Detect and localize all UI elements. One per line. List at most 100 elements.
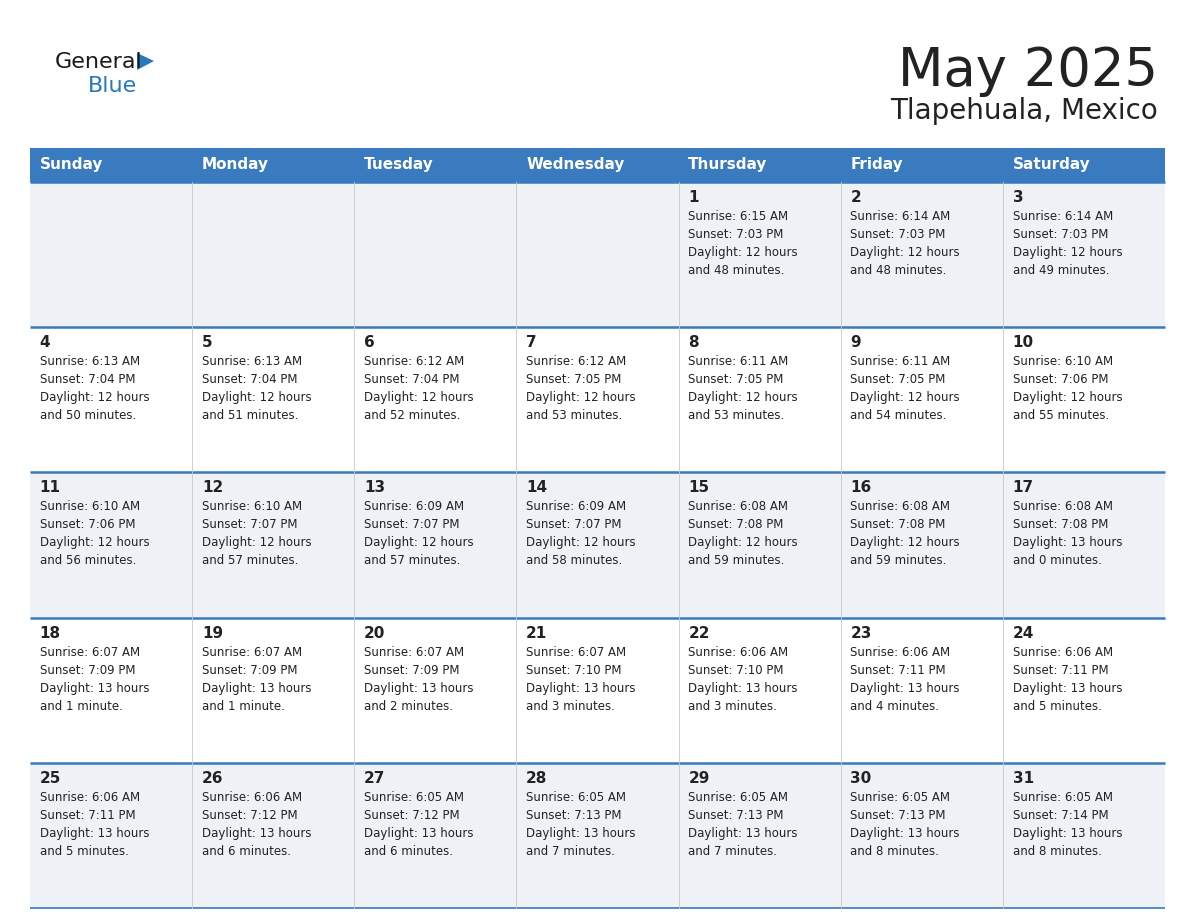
Bar — [30, 148, 192, 182]
Bar — [678, 148, 841, 182]
Text: 6: 6 — [364, 335, 374, 350]
Bar — [354, 148, 517, 182]
Text: Sunrise: 6:09 AM
Sunset: 7:07 PM
Daylight: 12 hours
and 57 minutes.: Sunrise: 6:09 AM Sunset: 7:07 PM Dayligh… — [364, 500, 474, 567]
Text: Thursday: Thursday — [688, 158, 767, 173]
Bar — [678, 618, 841, 763]
Bar — [517, 327, 678, 473]
Text: 19: 19 — [202, 625, 223, 641]
Bar — [1003, 182, 1165, 327]
Bar — [841, 763, 1003, 908]
Text: 21: 21 — [526, 625, 548, 641]
Text: Friday: Friday — [851, 158, 903, 173]
Text: Sunrise: 6:06 AM
Sunset: 7:11 PM
Daylight: 13 hours
and 4 minutes.: Sunrise: 6:06 AM Sunset: 7:11 PM Dayligh… — [851, 645, 960, 712]
Text: 7: 7 — [526, 335, 537, 350]
Text: 4: 4 — [39, 335, 50, 350]
Text: Sunrise: 6:05 AM
Sunset: 7:13 PM
Daylight: 13 hours
and 7 minutes.: Sunrise: 6:05 AM Sunset: 7:13 PM Dayligh… — [526, 790, 636, 857]
Bar — [841, 473, 1003, 618]
Bar — [354, 473, 517, 618]
Text: Saturday: Saturday — [1012, 158, 1091, 173]
Text: 25: 25 — [39, 771, 61, 786]
Text: 3: 3 — [1012, 190, 1023, 205]
Text: 17: 17 — [1012, 480, 1034, 496]
Text: Sunrise: 6:13 AM
Sunset: 7:04 PM
Daylight: 12 hours
and 51 minutes.: Sunrise: 6:13 AM Sunset: 7:04 PM Dayligh… — [202, 355, 311, 422]
Bar — [1003, 327, 1165, 473]
Text: 29: 29 — [688, 771, 709, 786]
Bar — [841, 327, 1003, 473]
Text: General: General — [55, 52, 143, 72]
Text: 9: 9 — [851, 335, 861, 350]
Bar — [517, 473, 678, 618]
Text: Tlapehuala, Mexico: Tlapehuala, Mexico — [890, 97, 1158, 125]
Bar — [1003, 148, 1165, 182]
Text: 12: 12 — [202, 480, 223, 496]
Text: Sunrise: 6:11 AM
Sunset: 7:05 PM
Daylight: 12 hours
and 54 minutes.: Sunrise: 6:11 AM Sunset: 7:05 PM Dayligh… — [851, 355, 960, 422]
Bar — [841, 182, 1003, 327]
Text: Sunrise: 6:14 AM
Sunset: 7:03 PM
Daylight: 12 hours
and 49 minutes.: Sunrise: 6:14 AM Sunset: 7:03 PM Dayligh… — [1012, 210, 1123, 277]
Text: Sunrise: 6:08 AM
Sunset: 7:08 PM
Daylight: 13 hours
and 0 minutes.: Sunrise: 6:08 AM Sunset: 7:08 PM Dayligh… — [1012, 500, 1123, 567]
Text: 8: 8 — [688, 335, 699, 350]
Bar — [841, 148, 1003, 182]
Text: Sunrise: 6:12 AM
Sunset: 7:05 PM
Daylight: 12 hours
and 53 minutes.: Sunrise: 6:12 AM Sunset: 7:05 PM Dayligh… — [526, 355, 636, 422]
Bar — [354, 182, 517, 327]
Text: 10: 10 — [1012, 335, 1034, 350]
Text: 26: 26 — [202, 771, 223, 786]
Bar — [678, 182, 841, 327]
Bar — [1003, 618, 1165, 763]
Bar — [354, 327, 517, 473]
Text: Sunday: Sunday — [39, 158, 103, 173]
Text: Sunrise: 6:08 AM
Sunset: 7:08 PM
Daylight: 12 hours
and 59 minutes.: Sunrise: 6:08 AM Sunset: 7:08 PM Dayligh… — [851, 500, 960, 567]
Text: 22: 22 — [688, 625, 709, 641]
Text: Sunrise: 6:06 AM
Sunset: 7:11 PM
Daylight: 13 hours
and 5 minutes.: Sunrise: 6:06 AM Sunset: 7:11 PM Dayligh… — [39, 790, 150, 857]
Text: Sunrise: 6:05 AM
Sunset: 7:14 PM
Daylight: 13 hours
and 8 minutes.: Sunrise: 6:05 AM Sunset: 7:14 PM Dayligh… — [1012, 790, 1123, 857]
Bar — [192, 763, 354, 908]
Bar — [678, 473, 841, 618]
Bar — [678, 327, 841, 473]
Text: Sunrise: 6:12 AM
Sunset: 7:04 PM
Daylight: 12 hours
and 52 minutes.: Sunrise: 6:12 AM Sunset: 7:04 PM Dayligh… — [364, 355, 474, 422]
Text: 14: 14 — [526, 480, 548, 496]
Bar — [1003, 473, 1165, 618]
Bar — [841, 618, 1003, 763]
Text: 2: 2 — [851, 190, 861, 205]
Text: Sunrise: 6:10 AM
Sunset: 7:06 PM
Daylight: 12 hours
and 55 minutes.: Sunrise: 6:10 AM Sunset: 7:06 PM Dayligh… — [1012, 355, 1123, 422]
Text: Sunrise: 6:06 AM
Sunset: 7:11 PM
Daylight: 13 hours
and 5 minutes.: Sunrise: 6:06 AM Sunset: 7:11 PM Dayligh… — [1012, 645, 1123, 712]
Text: Sunrise: 6:09 AM
Sunset: 7:07 PM
Daylight: 12 hours
and 58 minutes.: Sunrise: 6:09 AM Sunset: 7:07 PM Dayligh… — [526, 500, 636, 567]
Text: Sunrise: 6:06 AM
Sunset: 7:12 PM
Daylight: 13 hours
and 6 minutes.: Sunrise: 6:06 AM Sunset: 7:12 PM Dayligh… — [202, 790, 311, 857]
Text: 30: 30 — [851, 771, 872, 786]
Bar — [30, 763, 192, 908]
Text: 31: 31 — [1012, 771, 1034, 786]
Text: 11: 11 — [39, 480, 61, 496]
Bar — [678, 763, 841, 908]
Bar — [354, 618, 517, 763]
Text: Sunrise: 6:11 AM
Sunset: 7:05 PM
Daylight: 12 hours
and 53 minutes.: Sunrise: 6:11 AM Sunset: 7:05 PM Dayligh… — [688, 355, 798, 422]
Text: Sunrise: 6:05 AM
Sunset: 7:13 PM
Daylight: 13 hours
and 8 minutes.: Sunrise: 6:05 AM Sunset: 7:13 PM Dayligh… — [851, 790, 960, 857]
Text: Sunrise: 6:10 AM
Sunset: 7:06 PM
Daylight: 12 hours
and 56 minutes.: Sunrise: 6:10 AM Sunset: 7:06 PM Dayligh… — [39, 500, 150, 567]
Text: Sunrise: 6:07 AM
Sunset: 7:10 PM
Daylight: 13 hours
and 3 minutes.: Sunrise: 6:07 AM Sunset: 7:10 PM Dayligh… — [526, 645, 636, 712]
Text: Tuesday: Tuesday — [364, 158, 434, 173]
Bar — [192, 148, 354, 182]
Text: Sunrise: 6:15 AM
Sunset: 7:03 PM
Daylight: 12 hours
and 48 minutes.: Sunrise: 6:15 AM Sunset: 7:03 PM Dayligh… — [688, 210, 798, 277]
Text: 16: 16 — [851, 480, 872, 496]
Bar — [517, 182, 678, 327]
Bar — [1003, 763, 1165, 908]
Bar — [192, 618, 354, 763]
Text: Blue: Blue — [88, 76, 138, 96]
Bar — [30, 182, 192, 327]
Text: 20: 20 — [364, 625, 385, 641]
Text: 28: 28 — [526, 771, 548, 786]
Text: Sunrise: 6:06 AM
Sunset: 7:10 PM
Daylight: 13 hours
and 3 minutes.: Sunrise: 6:06 AM Sunset: 7:10 PM Dayligh… — [688, 645, 798, 712]
Text: 23: 23 — [851, 625, 872, 641]
Text: Sunrise: 6:08 AM
Sunset: 7:08 PM
Daylight: 12 hours
and 59 minutes.: Sunrise: 6:08 AM Sunset: 7:08 PM Dayligh… — [688, 500, 798, 567]
Text: Sunrise: 6:07 AM
Sunset: 7:09 PM
Daylight: 13 hours
and 2 minutes.: Sunrise: 6:07 AM Sunset: 7:09 PM Dayligh… — [364, 645, 474, 712]
Bar — [30, 473, 192, 618]
Text: Sunrise: 6:07 AM
Sunset: 7:09 PM
Daylight: 13 hours
and 1 minute.: Sunrise: 6:07 AM Sunset: 7:09 PM Dayligh… — [202, 645, 311, 712]
Text: May 2025: May 2025 — [898, 45, 1158, 97]
Polygon shape — [137, 53, 154, 70]
Text: 5: 5 — [202, 335, 213, 350]
Text: 15: 15 — [688, 480, 709, 496]
Bar — [192, 473, 354, 618]
Bar — [517, 618, 678, 763]
Bar — [517, 763, 678, 908]
Bar — [30, 618, 192, 763]
Text: Sunrise: 6:05 AM
Sunset: 7:13 PM
Daylight: 13 hours
and 7 minutes.: Sunrise: 6:05 AM Sunset: 7:13 PM Dayligh… — [688, 790, 798, 857]
Text: Monday: Monday — [202, 158, 268, 173]
